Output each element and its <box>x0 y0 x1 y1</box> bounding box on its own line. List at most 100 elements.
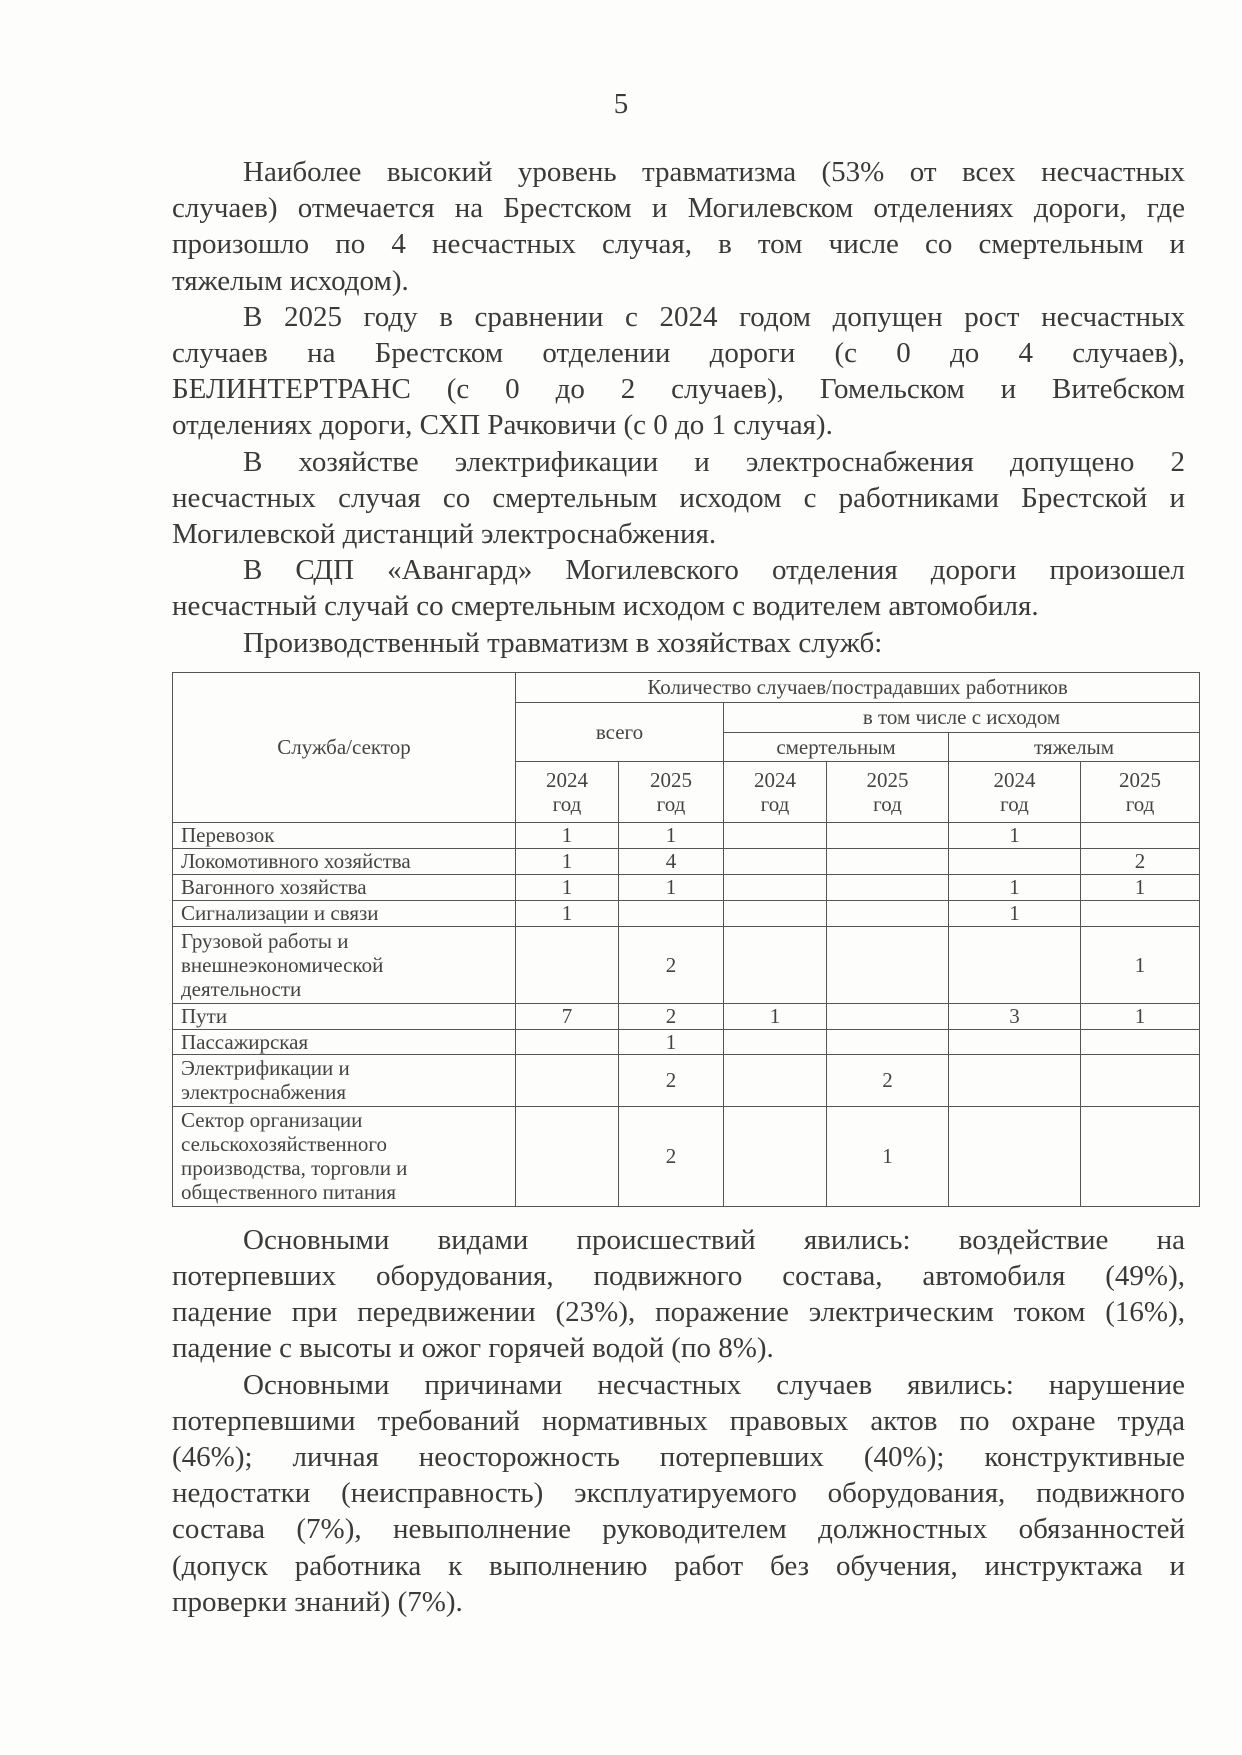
value-cell <box>826 873 949 901</box>
header-including: в том числе с исходом <box>722 701 1201 733</box>
service-name: Локомотивного хозяйства <box>172 847 516 875</box>
value-cell <box>723 1105 827 1207</box>
body-text-top: Наиболее высокий уровень травматизма (53… <box>172 154 1185 661</box>
value-cell: 1 <box>948 821 1081 849</box>
value-cell: 2 <box>618 1053 724 1107</box>
header-year: 2024 год <box>723 760 827 823</box>
text-line: падение при передвижении (23%), поражени… <box>172 1296 1185 1329</box>
table-row: Сигнализации и связи 1 1 <box>172 899 1201 927</box>
service-name: Сектор организации сельскохозяйственного… <box>172 1105 516 1207</box>
value-cell <box>1079 1028 1201 1055</box>
value-cell: 1 <box>1079 925 1201 1004</box>
text-line: случаев) отмечается на Брестском и Могил… <box>172 192 1185 225</box>
table-row: Пути 7 2 1 3 1 <box>172 1002 1201 1030</box>
paragraph: В хозяйстве электрификации и электроснаб… <box>172 444 1185 553</box>
value-cell <box>515 925 619 1004</box>
table-row: Сектор организации сельскохозяйственного… <box>172 1105 1201 1207</box>
table-row: Электрификации и электроснабжения 2 2 <box>172 1053 1201 1107</box>
header-year: 2025 год <box>1079 760 1201 823</box>
value-cell <box>826 1002 949 1030</box>
text-line: БЕЛИНТЕРТРАНС (с 0 до 2 случаев), Гомель… <box>172 373 1185 406</box>
value-cell: 1 <box>618 821 724 849</box>
value-cell: 2 <box>618 1105 724 1207</box>
table-row: Перевозок 1 1 1 <box>172 821 1201 849</box>
value-cell <box>826 821 949 849</box>
text-line: В СДП «Авангард» Могилевского отделения … <box>243 554 1185 587</box>
header-fatal: смертельным <box>723 731 949 762</box>
value-cell: 1 <box>1079 873 1201 901</box>
value-cell: 1 <box>826 1105 949 1207</box>
value-cell: 1 <box>948 899 1081 927</box>
header-service: Служба/сектор <box>172 671 516 823</box>
text-line: отделениях дороги, СХП Рачковичи (с 0 до… <box>172 409 833 442</box>
value-cell: 2 <box>1079 847 1201 875</box>
text-line: Могилевской дистанций электроснабжения. <box>172 518 717 551</box>
value-cell <box>826 1028 949 1055</box>
value-cell <box>948 1105 1081 1207</box>
text-line: произошло по 4 несчастных случая, в том … <box>172 228 1185 261</box>
value-cell <box>723 821 827 849</box>
value-cell: 3 <box>948 1002 1081 1030</box>
text-line: потерпевшими требований нормативных прав… <box>172 1404 1185 1437</box>
page-number: 5 <box>613 88 629 120</box>
value-cell: 1 <box>723 1002 827 1030</box>
value-cell: 1 <box>515 899 619 927</box>
value-cell <box>826 899 949 927</box>
value-cell <box>618 899 724 927</box>
value-cell <box>515 1105 619 1207</box>
value-cell: 1 <box>515 847 619 875</box>
paragraph: Производственный травматизм в хозяйствах… <box>172 625 1185 661</box>
value-cell: 1 <box>618 873 724 901</box>
service-name: Сигнализации и связи <box>172 899 516 927</box>
service-name: Пути <box>172 1002 516 1030</box>
value-cell <box>1079 899 1201 927</box>
value-cell: 2 <box>618 925 724 1004</box>
text-line: Производственный травматизм в хозяйствах… <box>243 626 883 659</box>
text-line: случаев на Брестском отделении дороги (с… <box>172 337 1185 370</box>
value-cell <box>723 1053 827 1107</box>
service-name: Перевозок <box>172 821 516 849</box>
header-total: всего <box>515 701 724 762</box>
value-cell <box>1079 1105 1201 1207</box>
value-cell: 2 <box>618 1002 724 1030</box>
value-cell <box>826 925 949 1004</box>
value-cell: 1 <box>618 1028 724 1055</box>
value-cell: 1 <box>515 821 619 849</box>
text-line: падение с высоты и ожог горячей водой (п… <box>172 1332 774 1365</box>
value-cell: 7 <box>515 1002 619 1030</box>
value-cell <box>948 1028 1081 1055</box>
header-year: 2024 год <box>515 760 619 823</box>
text-line: потерпевших оборудования, подвижного сос… <box>172 1260 1185 1293</box>
table-row: Пассажирская 1 <box>172 1028 1201 1055</box>
text-line: состава (7%), невыполнение руководителем… <box>172 1513 1185 1546</box>
text-line: (допуск работника к выполнению работ без… <box>172 1549 1185 1582</box>
text-line: В хозяйстве электрификации и электроснаб… <box>243 445 1185 478</box>
paragraph: В СДП «Авангард» Могилевского отделения … <box>172 552 1185 624</box>
service-name: Пассажирская <box>172 1028 516 1055</box>
paragraph: Наиболее высокий уровень травматизма (53… <box>172 154 1185 299</box>
header-year: 2025 год <box>618 760 724 823</box>
injury-table: Служба/сектор Количество случаев/пострад… <box>172 671 1201 1207</box>
text-line: (46%); личная неосторожность потерпевших… <box>172 1441 1185 1474</box>
paragraph: Основными видами происшествий явились: в… <box>172 1222 1185 1367</box>
header-count: Количество случаев/пострадавших работник… <box>514 671 1201 703</box>
value-cell: 2 <box>826 1053 949 1107</box>
text-line: Основными причинами несчастных случаев я… <box>243 1368 1185 1401</box>
header-year: 2024 год <box>948 760 1081 823</box>
value-cell <box>1079 821 1201 849</box>
value-cell <box>826 847 949 875</box>
paragraph: В 2025 году в сравнении с 2024 годом доп… <box>172 299 1185 444</box>
header-severe: тяжелым <box>947 731 1201 762</box>
value-cell <box>948 847 1081 875</box>
text-line: Основными видами происшествий явились: в… <box>243 1223 1185 1256</box>
text-line: тяжелым исходом). <box>172 264 409 297</box>
text-line: несчастных случая со смертельным исходом… <box>172 481 1185 514</box>
text-line: недостатки (неисправность) эксплуатируем… <box>172 1477 1185 1510</box>
value-cell <box>515 1028 619 1055</box>
text-line: В 2025 году в сравнении с 2024 годом доп… <box>243 300 1185 333</box>
value-cell <box>723 847 827 875</box>
value-cell <box>723 1028 827 1055</box>
paragraph: Основными причинами несчастных случаев я… <box>172 1367 1185 1620</box>
table-row: Локомотивного хозяйства 1 4 2 <box>172 847 1201 875</box>
body-text-bottom: Основными видами происшествий явились: в… <box>172 1222 1185 1620</box>
